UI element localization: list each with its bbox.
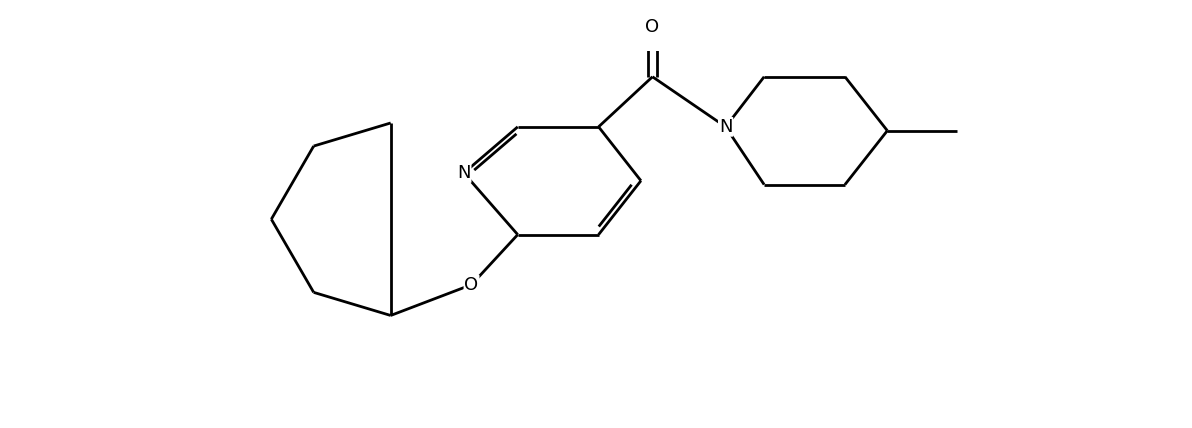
Text: O: O — [645, 18, 659, 36]
Text: N: N — [457, 164, 471, 182]
Text: O: O — [465, 276, 479, 294]
Text: N: N — [719, 118, 732, 136]
